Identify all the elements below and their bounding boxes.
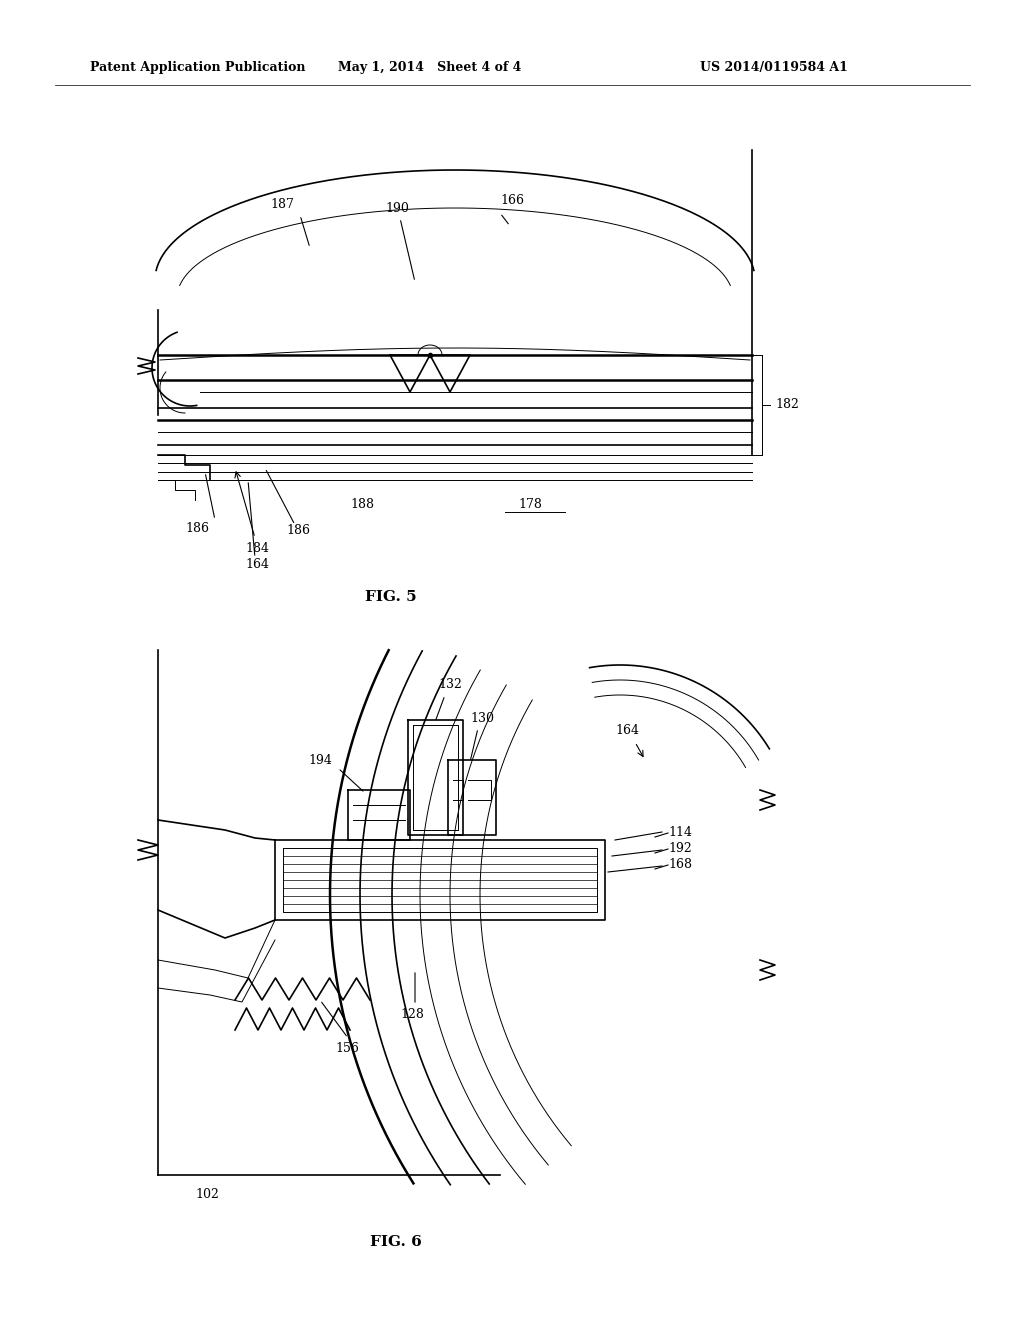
Text: FIG. 6: FIG. 6	[370, 1236, 422, 1249]
Text: 178: 178	[518, 499, 542, 511]
Text: 182: 182	[775, 399, 799, 412]
Text: 187: 187	[270, 198, 294, 211]
Text: 156: 156	[335, 1041, 358, 1055]
Text: Patent Application Publication: Patent Application Publication	[90, 62, 305, 74]
Text: US 2014/0119584 A1: US 2014/0119584 A1	[700, 62, 848, 74]
Text: 188: 188	[350, 499, 374, 511]
Text: 184: 184	[245, 541, 269, 554]
Text: 194: 194	[308, 754, 332, 767]
Text: 168: 168	[668, 858, 692, 870]
Text: 128: 128	[400, 1008, 424, 1022]
Text: 166: 166	[500, 194, 524, 206]
Text: 186: 186	[286, 524, 310, 536]
Text: 192: 192	[668, 842, 692, 854]
Text: 114: 114	[668, 825, 692, 838]
Text: May 1, 2014   Sheet 4 of 4: May 1, 2014 Sheet 4 of 4	[338, 62, 521, 74]
Text: FIG. 5: FIG. 5	[365, 590, 417, 605]
Text: 164: 164	[615, 723, 639, 737]
Text: 190: 190	[385, 202, 409, 214]
Text: 186: 186	[185, 521, 209, 535]
Text: 130: 130	[470, 711, 494, 725]
Text: 102: 102	[195, 1188, 219, 1201]
Text: 132: 132	[438, 678, 462, 692]
Text: 164: 164	[245, 558, 269, 572]
